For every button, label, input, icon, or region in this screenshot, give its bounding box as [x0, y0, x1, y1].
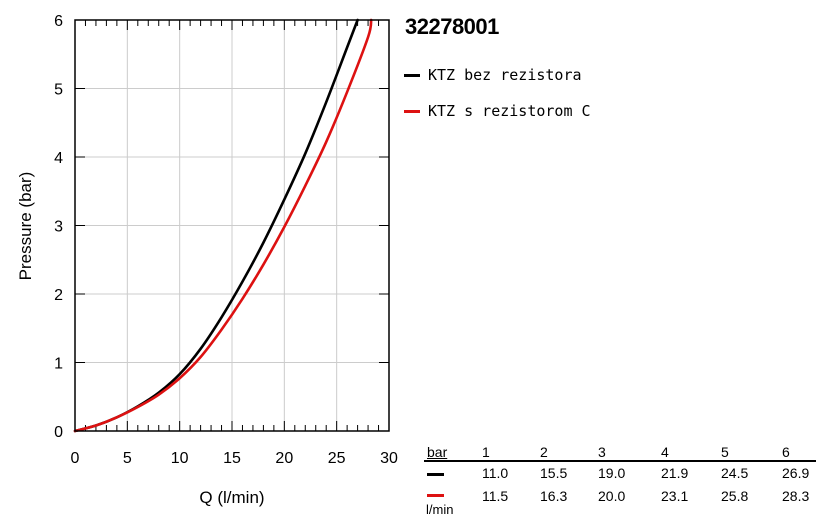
- series-line-red: [73, 18, 373, 433]
- y-tick-label: 5: [54, 82, 63, 99]
- x-axis-title: Q (l/min): [199, 488, 264, 507]
- x-tick-label: 0: [71, 450, 80, 467]
- plot-frame: [74, 19, 390, 432]
- x-tick-label: 15: [223, 450, 241, 467]
- tick-labels: 0 5 10 15 20 25 30 0 1 2 3 4 5 6: [54, 13, 398, 467]
- legend-swatch-black: [404, 73, 420, 77]
- legend-item-red: KTZ s rezistorom C: [404, 102, 591, 120]
- y-tick-label: 2: [54, 287, 63, 304]
- y-tick-label: 4: [54, 150, 63, 167]
- series-lines: [73, 18, 373, 433]
- grid-lines: [75, 20, 389, 431]
- legend-item-black: KTZ bez rezistora: [404, 66, 582, 84]
- x-tick-label: 25: [328, 450, 346, 467]
- x-tick-label: 5: [123, 450, 132, 467]
- y-tick-label: 0: [54, 424, 63, 441]
- x-tick-label: 30: [380, 450, 398, 467]
- x-tick-label: 10: [171, 450, 189, 467]
- y-tick-label: 1: [54, 356, 63, 373]
- chart-title: 32278001: [405, 14, 499, 39]
- x-tick-label: 20: [275, 450, 293, 467]
- legend-swatch-red: [404, 109, 420, 113]
- y-tick-label: 3: [54, 219, 63, 236]
- legend-label-black: KTZ bez rezistora: [428, 66, 582, 84]
- y-axis-title: Pressure (bar): [16, 172, 35, 281]
- legend-label-red: KTZ s rezistorom C: [428, 102, 591, 120]
- y-tick-label: 6: [54, 13, 63, 30]
